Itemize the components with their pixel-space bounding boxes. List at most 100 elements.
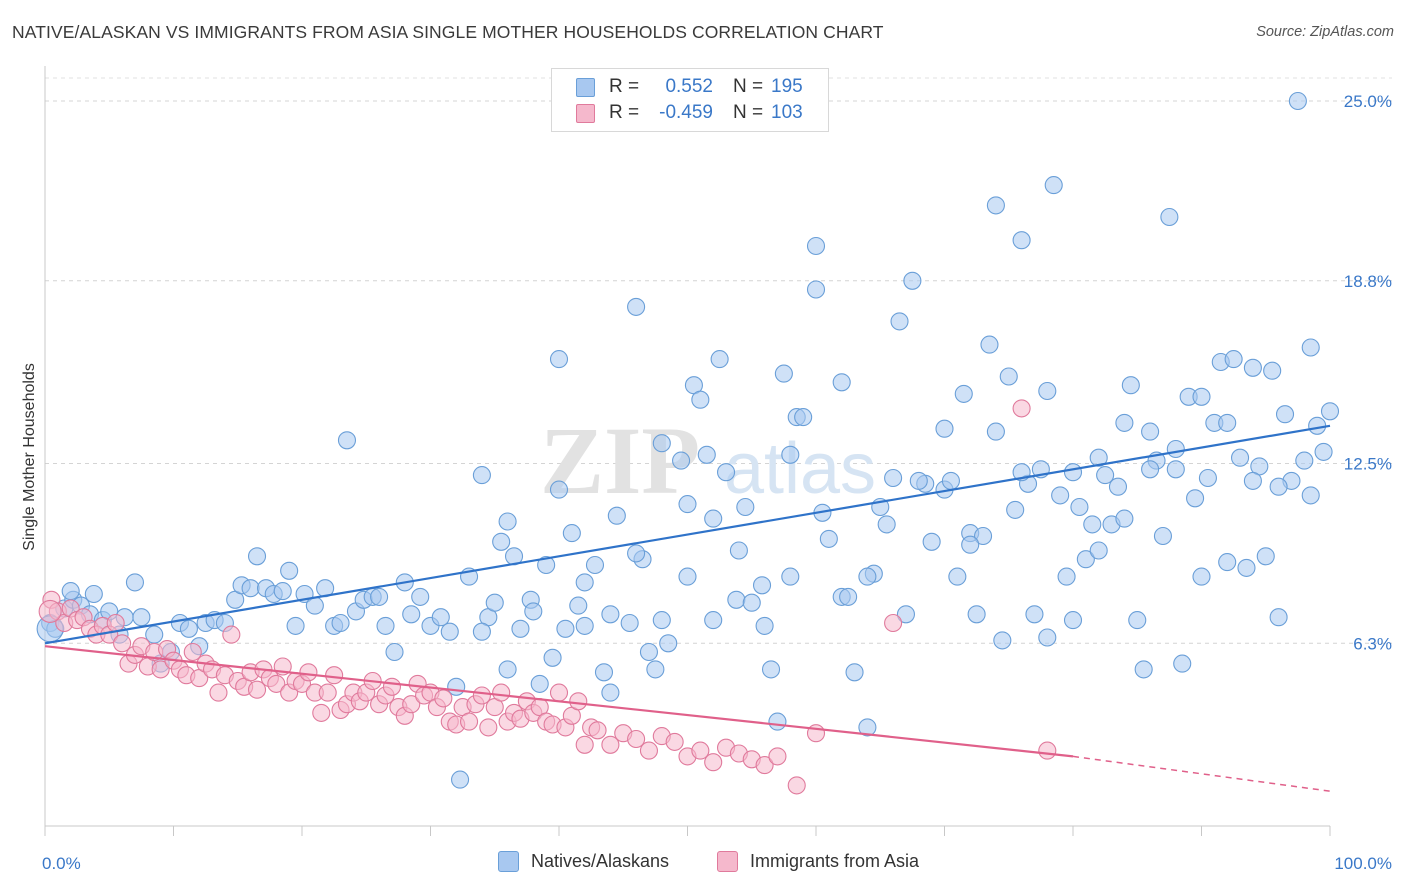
data-point [1192, 387, 1211, 406]
data-point [331, 613, 350, 633]
data-point [761, 660, 781, 679]
data-point [877, 515, 896, 534]
data-point [980, 335, 999, 354]
bottom-legend: Natives/Alaskans Immigrants from Asia [0, 851, 1406, 877]
series-natives-alaskans [36, 91, 1340, 789]
legend-r-value: -0.459 [659, 102, 713, 123]
data-point [1198, 468, 1217, 488]
data-point [492, 532, 511, 551]
data-point [781, 445, 800, 464]
data-point [569, 692, 588, 711]
data-point [1108, 477, 1128, 496]
data-point [672, 451, 691, 470]
data-point [1231, 448, 1250, 467]
data-point [530, 674, 549, 693]
bottom-legend-swatch-blue [498, 851, 519, 872]
legend-swatch-blue [576, 77, 595, 97]
data-point [1173, 654, 1192, 673]
x-tick-label: 100.0% [1334, 854, 1392, 873]
data-point [774, 364, 793, 383]
data-point [179, 619, 198, 638]
trend-line-immigrants [44, 645, 1074, 758]
data-point [286, 616, 305, 635]
data-point [1070, 497, 1089, 517]
data-point [839, 587, 858, 606]
data-point [755, 756, 774, 775]
data-point [431, 608, 450, 627]
data-point [1166, 460, 1185, 479]
legend-row-immigrants: R = -0.459 N = 103 [576, 101, 803, 125]
data-point [472, 686, 491, 705]
data-point [209, 683, 228, 702]
data-point [903, 271, 922, 290]
data-point [967, 605, 986, 624]
data-point [961, 535, 980, 554]
data-point [325, 666, 344, 685]
data-point [627, 297, 646, 316]
data-point [697, 445, 716, 464]
data-point [376, 616, 395, 635]
data-point [385, 642, 404, 662]
legend-n-label: N = [733, 76, 764, 97]
data-point [986, 196, 1005, 215]
data-point [665, 732, 684, 751]
data-point [543, 648, 562, 667]
bottom-legend-label: Immigrants from Asia [750, 851, 920, 871]
data-point [1218, 413, 1237, 432]
data-point [1320, 402, 1340, 421]
axes [44, 66, 1331, 836]
data-point [38, 599, 62, 623]
data-point [1237, 558, 1256, 577]
data-point [1269, 477, 1288, 496]
legend-n-label: N = [733, 102, 764, 123]
data-point [806, 280, 826, 299]
data-point [492, 683, 511, 702]
data-point [549, 683, 569, 702]
data-point [1275, 405, 1295, 424]
bottom-legend-natives[interactable]: Natives/Alaskans [498, 851, 669, 872]
data-point [1038, 381, 1057, 401]
watermark-atlas: atlas [724, 429, 876, 509]
data-point [1038, 628, 1057, 647]
data-point [704, 753, 723, 772]
tick-labels: 6.3% 12.5% 18.8% 25.0% 0.0% 100.0% [42, 92, 1392, 873]
y-tick-label: 6.3% [1353, 634, 1392, 653]
data-point [1083, 515, 1102, 534]
data-point [742, 593, 761, 612]
data-point [659, 634, 678, 653]
data-point [247, 680, 267, 699]
chart-title: NATIVE/ALASKAN VS IMMIGRANTS FROM ASIA S… [12, 22, 884, 42]
y-tick-label: 12.5% [1344, 455, 1392, 474]
data-point [132, 608, 151, 627]
data-point [601, 735, 620, 754]
data-point [575, 616, 594, 635]
data-point [1141, 460, 1160, 479]
data-point [337, 431, 357, 450]
data-point [781, 567, 800, 586]
trend-line-immigrants-extension [1072, 755, 1331, 792]
data-point [1141, 422, 1160, 441]
data-point [1263, 361, 1282, 380]
data-point [1314, 442, 1333, 461]
data-point [511, 619, 530, 638]
data-point [1288, 91, 1307, 111]
data-point [402, 605, 421, 624]
legend-r-value: 0.552 [665, 76, 713, 97]
data-point [736, 497, 755, 517]
data-point [549, 350, 569, 369]
legend-n-value: 103 [771, 102, 803, 123]
data-point [575, 573, 594, 592]
data-point [973, 526, 993, 546]
data-point [627, 544, 646, 563]
data-point [794, 408, 813, 427]
data-point [1166, 439, 1185, 459]
bottom-legend-immigrants[interactable]: Immigrants from Asia [717, 851, 919, 872]
data-point [267, 674, 286, 693]
data-point [1301, 486, 1320, 505]
data-point [451, 770, 470, 789]
data-point [607, 506, 626, 525]
data-point [999, 367, 1018, 386]
data-point [1006, 500, 1025, 519]
data-point [993, 631, 1012, 650]
data-point [537, 555, 556, 575]
